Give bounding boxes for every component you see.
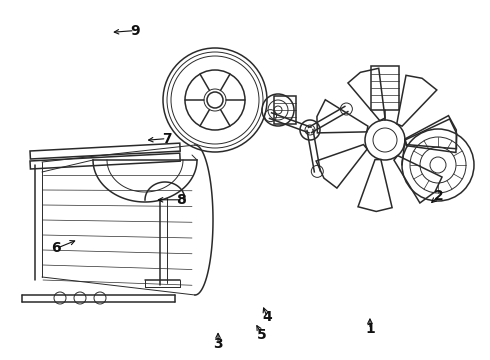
Text: 8: 8 (176, 193, 186, 207)
Bar (30, 153, 180, 169)
Text: 1: 1 (365, 323, 375, 336)
Text: 6: 6 (51, 242, 61, 255)
Text: 9: 9 (130, 24, 140, 37)
Bar (371, 66, 399, 110)
Text: 4: 4 (262, 310, 272, 324)
Text: 3: 3 (213, 337, 223, 351)
Text: 2: 2 (434, 189, 443, 203)
Text: 5: 5 (257, 328, 267, 342)
Bar (274, 96, 296, 124)
Text: 7: 7 (162, 132, 172, 145)
Bar (30, 143, 180, 159)
